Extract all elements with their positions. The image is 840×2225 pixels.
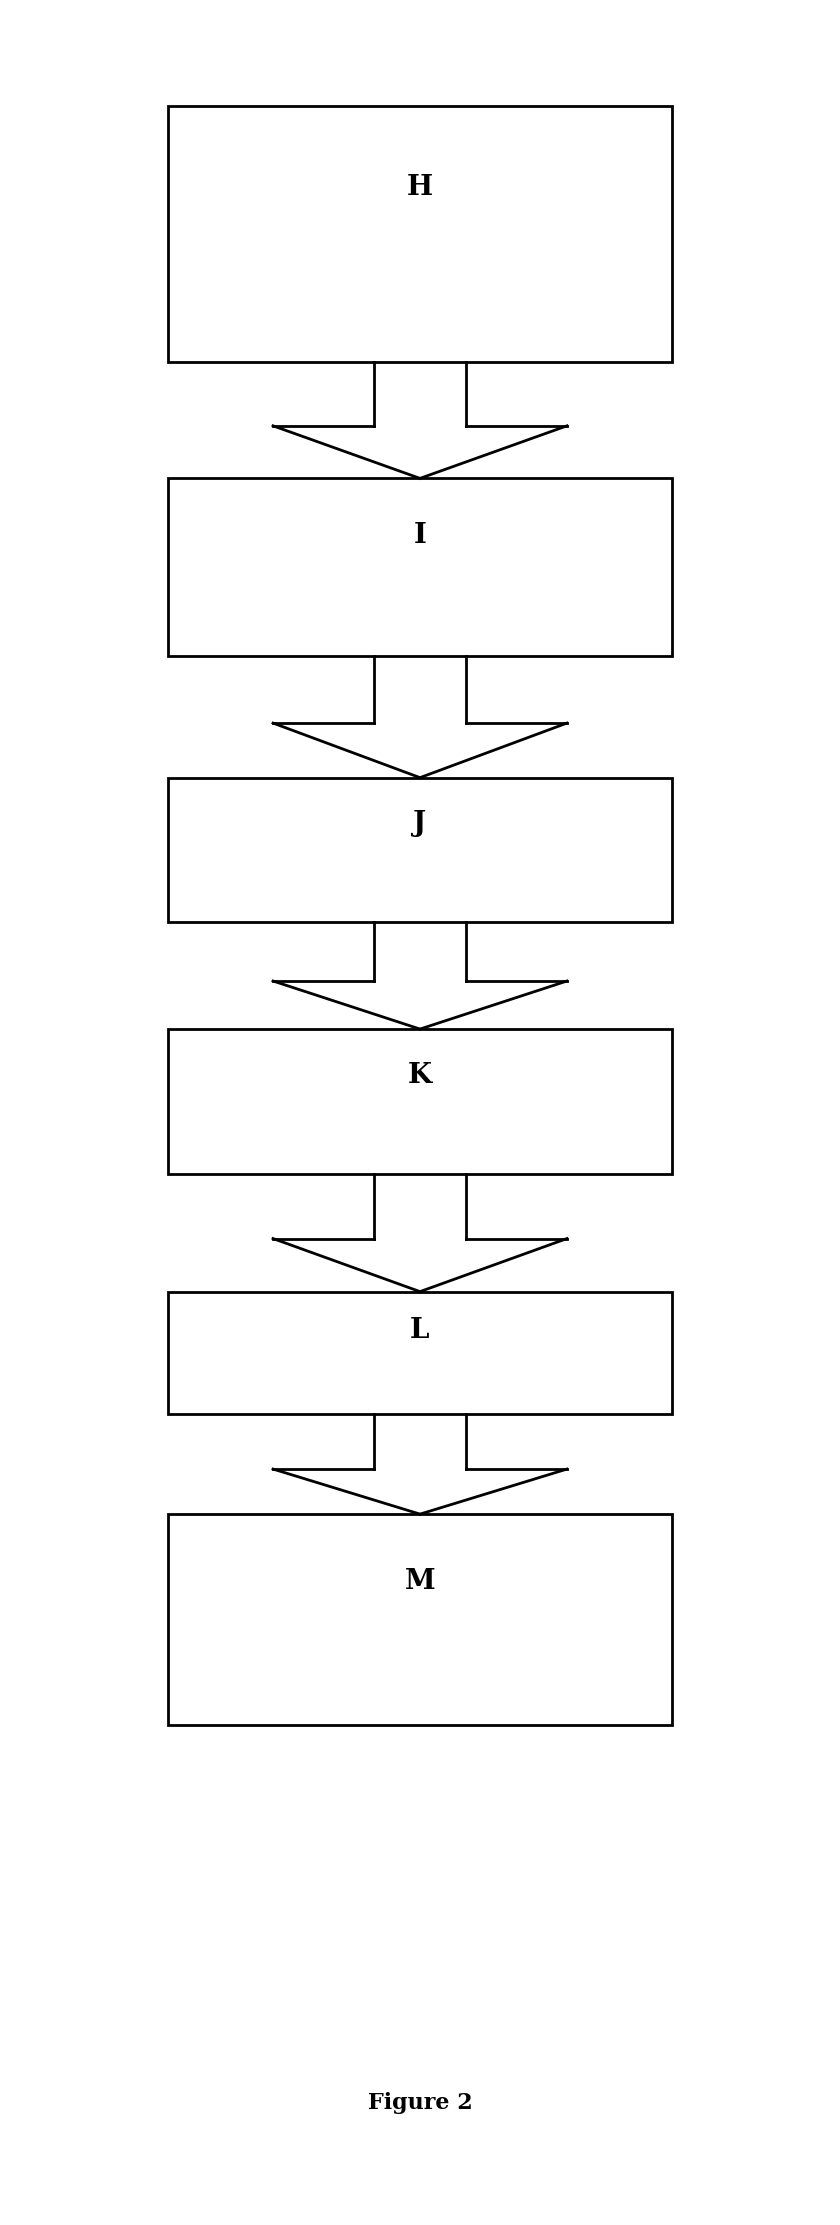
Bar xyxy=(168,1290,672,1415)
Text: L: L xyxy=(410,1317,430,1344)
Bar xyxy=(168,777,672,921)
Text: K: K xyxy=(408,1061,432,1088)
Bar xyxy=(168,1513,672,1727)
Text: M: M xyxy=(405,1569,435,1595)
Bar xyxy=(168,1028,672,1175)
Bar xyxy=(168,105,672,360)
Text: H: H xyxy=(407,174,433,200)
Text: Figure 2: Figure 2 xyxy=(368,2092,472,2114)
Text: I: I xyxy=(413,523,427,550)
Bar xyxy=(168,478,672,656)
Text: J: J xyxy=(413,810,427,837)
